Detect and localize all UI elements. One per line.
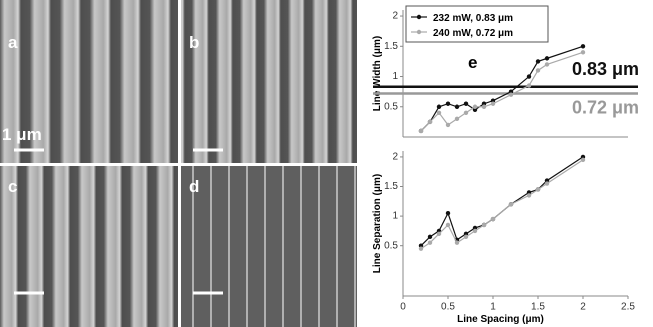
reference-label: 0.83 μm [572,59,639,79]
series-line [420,45,584,132]
panel-label: b [189,33,199,52]
sem-image [0,166,178,327]
y-axis-label: Line Width (μm) [372,36,383,111]
panel-label: e [468,53,477,72]
series-line [420,156,584,247]
data-point [508,202,514,207]
sem-image [181,0,357,163]
reference-label: 0.72 μm [572,97,639,117]
data-point [526,74,532,79]
data-point [418,128,424,134]
data-point [463,101,469,106]
y-tick-label: 0.5 [384,240,398,251]
legend-label: 240 mW, 0.72 μm [433,28,513,39]
legend-marker [416,29,422,35]
data-point [463,110,469,116]
data-point [481,101,487,106]
data-point [436,104,442,109]
data-point [454,240,460,245]
x-tick-label: 0.5 [441,302,455,313]
y-tick-label: 1 [392,211,398,222]
legend-label: 232 mW, 0.83 μm [433,13,513,24]
x-tick-label: 1.5 [531,302,545,313]
data-point [526,83,532,88]
data-point [481,104,487,109]
data-point [472,107,478,112]
x-tick-label: 1 [490,302,496,313]
charts: 0.5 1 1.5 2 Line Width (μm) 0.83 μm 0.72 μm 232… [372,5,639,325]
data-point [544,181,550,186]
x-axis-label: Line Spacing (μm) [457,314,544,325]
legend-marker [416,14,422,20]
panel-label: a [8,33,18,52]
data-point [427,119,433,125]
y-tick-label: 2 [392,152,398,163]
y-tick-label: 1.5 [384,181,398,192]
y-tick-label: 2 [392,11,398,22]
sem-image [181,166,357,327]
data-point [535,59,541,64]
data-point [535,187,541,192]
data-point [427,234,433,240]
data-point [418,246,424,251]
data-point [535,68,541,73]
data-point [508,92,514,97]
data-point [445,222,451,228]
y-axis-label: Line Separation (μm) [372,174,383,273]
x-tick-label: 0 [400,302,406,313]
data-point [427,240,433,245]
data-point [490,101,496,106]
scale-label: 1 μm [2,125,42,144]
legend-box [405,5,549,43]
data-point [481,222,487,228]
data-point [544,62,550,67]
y-tick-label: 1 [392,71,398,82]
data-point [580,50,586,55]
data-point [445,101,451,106]
data-point [580,44,586,49]
data-point [508,89,514,94]
data-point [490,98,496,103]
data-point [544,56,550,61]
y-tick-label: 1.5 [384,41,398,52]
data-point [472,228,478,234]
panel-label: c [8,177,17,196]
data-point [445,210,451,216]
data-point [463,234,469,240]
data-point [436,110,442,116]
x-tick-label: 2 [580,302,586,313]
data-point [445,122,451,128]
data-point [580,157,586,163]
x-tick-label: 2.5 [621,302,635,313]
y-tick-label: 0.5 [384,101,398,112]
series-line [420,51,584,132]
data-point [526,193,532,198]
data-point [472,104,478,109]
sem-image [0,0,178,163]
data-point [436,231,442,237]
data-point [490,216,496,222]
data-point [454,104,460,109]
panel-label: d [189,177,199,196]
data-point [454,116,460,122]
